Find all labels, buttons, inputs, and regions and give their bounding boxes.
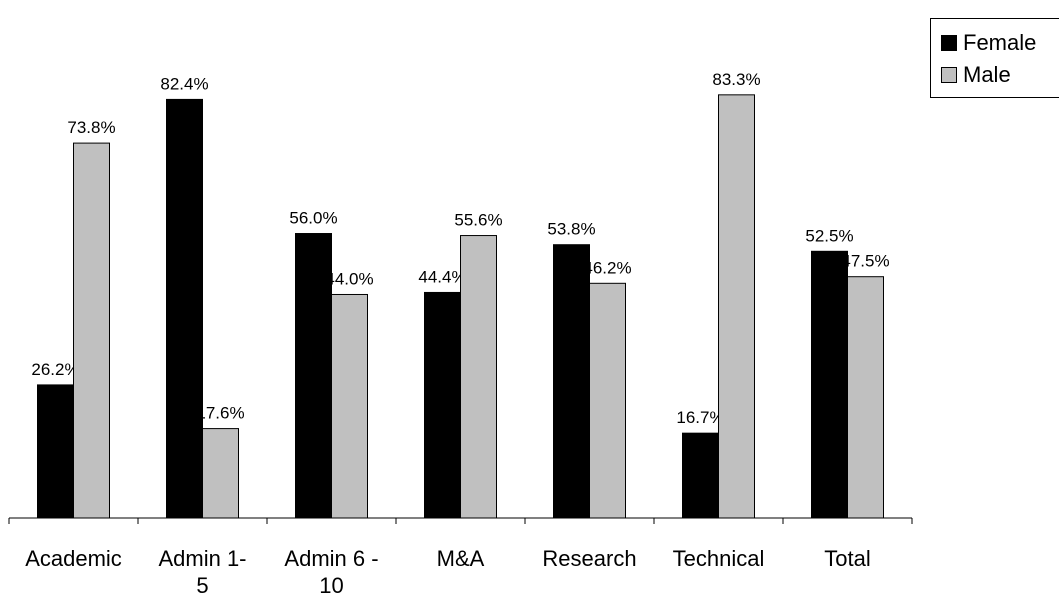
legend-swatch-female bbox=[941, 35, 957, 51]
data-label-male-admin-1-5: 17.6% bbox=[196, 404, 244, 423]
data-label-male-academic: 73.8% bbox=[67, 118, 115, 137]
data-label-male-admin-6-10: 44.0% bbox=[325, 269, 373, 288]
x-tick-label-admin-1-5: Admin 1-5 bbox=[158, 546, 246, 598]
bar-male-research bbox=[589, 282, 626, 519]
x-tick-label-line: Total bbox=[824, 546, 870, 571]
x-tick-label-line: 5 bbox=[196, 573, 208, 598]
bar-female-technical bbox=[682, 432, 719, 519]
x-tick-label-line: Admin 1- bbox=[158, 546, 246, 571]
data-label-female-admin-6-10: 56.0% bbox=[289, 209, 337, 228]
bar-male-total bbox=[847, 276, 884, 519]
x-tick-label-total: Total bbox=[824, 546, 870, 571]
bar-male-admin-6-10 bbox=[331, 293, 368, 519]
bar-female-m-a bbox=[424, 291, 461, 519]
data-label-male-total: 47.5% bbox=[841, 252, 889, 271]
bar-female-academic bbox=[37, 384, 74, 519]
x-tick-label-academic: Academic bbox=[25, 546, 122, 571]
x-tick-label-line: Technical bbox=[673, 546, 765, 571]
legend-swatch-male bbox=[941, 67, 957, 83]
x-tick-label-research: Research bbox=[542, 546, 636, 571]
bar-female-admin-1-5 bbox=[166, 98, 203, 519]
bar-male-m-a bbox=[460, 235, 497, 519]
bar-female-admin-6-10 bbox=[295, 233, 332, 519]
x-tick-label-line: Admin 6 - bbox=[284, 546, 378, 571]
chart-legend: Female Male bbox=[930, 18, 1059, 98]
legend-label-female: Female bbox=[963, 30, 1037, 55]
data-label-male-technical: 83.3% bbox=[712, 70, 760, 89]
x-tick-label-admin-6-10: Admin 6 -10 bbox=[284, 546, 378, 598]
bar-male-admin-1-5 bbox=[202, 428, 239, 519]
x-tick-label-line: 10 bbox=[319, 573, 343, 598]
data-label-female-m-a: 44.4% bbox=[418, 267, 466, 286]
bar-female-total bbox=[811, 250, 848, 519]
data-label-male-m-a: 55.6% bbox=[454, 211, 502, 230]
data-label-female-technical: 16.7% bbox=[676, 408, 724, 427]
bar-male-academic bbox=[73, 142, 110, 519]
x-tick-label-line: M&A bbox=[437, 546, 485, 571]
bar-male-technical bbox=[718, 94, 755, 519]
x-tick-label-line: Research bbox=[542, 546, 636, 571]
x-tick-label-line: Academic bbox=[25, 546, 122, 571]
legend-label-male: Male bbox=[963, 62, 1011, 87]
bar-female-research bbox=[553, 244, 590, 519]
data-label-female-academic: 26.2% bbox=[31, 360, 79, 379]
data-label-female-admin-1-5: 82.4% bbox=[160, 74, 208, 93]
x-tick-label-technical: Technical bbox=[673, 546, 765, 571]
data-label-male-research: 46.2% bbox=[583, 258, 631, 277]
data-label-female-research: 53.8% bbox=[547, 220, 595, 239]
data-label-female-total: 52.5% bbox=[805, 226, 853, 245]
legend-item-female: Female bbox=[941, 29, 1036, 57]
x-tick-label-m-a: M&A bbox=[437, 546, 485, 571]
legend-item-male: Male bbox=[941, 61, 1011, 89]
